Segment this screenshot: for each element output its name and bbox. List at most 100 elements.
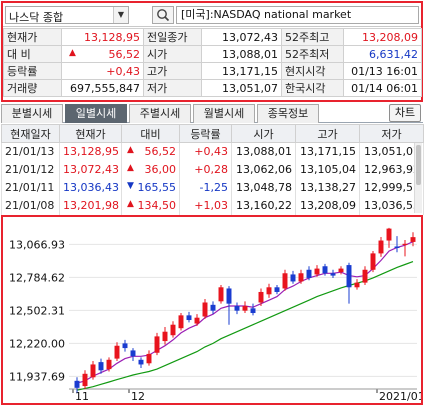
quote-value-text: 13,208,09: [362, 30, 418, 44]
up-arrow-icon: ▲: [127, 163, 134, 173]
table-header-row: 현재일자 현재가 대비 등락률 시가 고가 저가: [1, 124, 424, 143]
cell-rate: +0,43: [179, 142, 232, 161]
quote-value: 697,555,847: [61, 79, 144, 97]
candle-body: [146, 353, 152, 364]
tab-info[interactable]: 종목정보: [257, 104, 319, 123]
quote-value-text: 13,072,43: [222, 30, 278, 44]
candle-body: [242, 306, 248, 311]
quote-label: 현재가: [3, 28, 62, 46]
chart-button[interactable]: 차트: [389, 104, 421, 122]
cell-high: 13,171,15: [295, 142, 360, 161]
candle-body: [82, 373, 88, 387]
candle-body: [74, 380, 80, 388]
candle-body: [394, 246, 400, 249]
candle-body: [138, 359, 144, 365]
quote-value: 13,171,15: [201, 62, 282, 80]
y-tick-label: 12,502.31: [9, 304, 65, 317]
cell-change: ▲ 134,50: [121, 196, 180, 215]
column-header[interactable]: 대비: [121, 124, 180, 143]
candle-body: [362, 269, 368, 283]
y-tick-label: 13,066.93: [9, 238, 65, 251]
cell-high: 13,138,27: [295, 178, 360, 197]
cell-change-value: 36,00: [144, 163, 177, 176]
candle-body: [130, 350, 136, 357]
quote-label: 거래량: [3, 79, 62, 97]
quote-row: 등락률 +0,43 고가 13,171,15 현지시각 01/13 16:01: [3, 62, 422, 80]
column-header[interactable]: 등락률: [179, 124, 232, 143]
tab-daily[interactable]: 일별시세: [65, 104, 127, 123]
quote-value-text: 13,088,01: [222, 47, 278, 61]
candle-body: [210, 304, 216, 311]
tab-monthly[interactable]: 월별시세: [193, 104, 255, 123]
candle-body: [298, 273, 304, 282]
candle-body: [114, 345, 120, 359]
quote-value: 01/14 06:01: [343, 79, 422, 97]
cell-open: 13,048,78: [231, 178, 296, 197]
table-row[interactable]: 21/01/13 13,128,95 ▲ 56,52 +0,43 13,088,01 13,…: [1, 142, 424, 161]
candle-body: [378, 240, 384, 254]
quote-value-text: 697,555,847: [70, 81, 140, 95]
x-tick-label: 2021/01: [379, 390, 421, 403]
tab-minute[interactable]: 분별시세: [1, 104, 63, 123]
quote-value-text: 13,171,15: [222, 64, 278, 78]
table-row[interactable]: 21/01/08 13,201,98 ▲ 134,50 +1,03 13,160,22 13…: [1, 196, 424, 215]
column-header[interactable]: 고가: [295, 124, 360, 143]
column-header[interactable]: 현재일자: [1, 124, 60, 143]
quote-value-text: +0,43: [106, 64, 140, 78]
cell-change: ▲ 36,00: [121, 160, 180, 179]
quote-label: 현지시각: [281, 62, 344, 80]
daily-quotes-table: 현재일자 현재가 대비 등락률 시가 고가 저가 21/01/13 13,128,95 ▲ 56,…: [1, 124, 424, 215]
cell-open: 13,160,22: [231, 196, 296, 215]
cell-rate: +0,28: [179, 160, 232, 179]
candle-body: [402, 243, 408, 245]
cell-rate: -1,25: [179, 178, 232, 197]
cell-date: 21/01/08: [1, 196, 60, 215]
chevron-down-icon[interactable]: ▼: [113, 7, 128, 23]
candle-body: [290, 274, 296, 282]
quote-value: ▲ 56,52: [61, 45, 144, 63]
cell-price: 13,072,43: [59, 160, 122, 179]
candle-body: [178, 315, 184, 329]
candle-body: [314, 268, 320, 275]
x-tick-label: 12: [131, 390, 145, 403]
quote-label: 한국시각: [281, 79, 344, 97]
search-icon: [157, 9, 170, 22]
candlestick-chart: 13,066.93 12,784.62 12,502.31 12,220.00 11,9…: [9, 227, 421, 403]
down-arrow-icon: ▼: [127, 181, 134, 191]
quote-label: 저가: [143, 79, 202, 97]
search-row: 나스닥 종합 ▼ [미국]:NASDAQ national market: [3, 3, 421, 27]
table-row[interactable]: 21/01/12 13,072,43 ▲ 36,00 +0,28 13,062,06 13,…: [1, 160, 424, 179]
quote-value: 6,631,42: [343, 45, 422, 63]
quote-label: 전일종가: [143, 28, 202, 46]
quote-grid: 현재가 13,128,95 전일종가 13,072,43 52주최고 13,208,09 대…: [3, 28, 422, 97]
search-button[interactable]: [152, 6, 174, 24]
candle-body: [258, 291, 264, 303]
chart-panel: 13,066.93 12,784.62 12,502.31 12,220.00 11,9…: [1, 215, 423, 405]
cell-price: 13,201,98: [59, 196, 122, 215]
column-header[interactable]: 현재가: [59, 124, 122, 143]
quote-label: 52주최고: [281, 28, 344, 46]
scrollbar[interactable]: [414, 143, 422, 213]
cell-low: 13,036,55: [359, 196, 424, 215]
column-header[interactable]: 저가: [359, 124, 424, 143]
index-select[interactable]: 나스닥 종합 ▼: [5, 6, 129, 24]
column-header[interactable]: 시가: [231, 124, 296, 143]
cell-open: 13,088,01: [231, 142, 296, 161]
table-row[interactable]: 21/01/11 13,036,43 ▼ 165,55 -1,25 13,048,78 13…: [1, 178, 424, 197]
candle-body: [322, 266, 328, 274]
cell-low: 12,999,51: [359, 178, 424, 197]
cell-change-value: 56,52: [144, 145, 177, 159]
candle-body: [162, 331, 168, 342]
tab-weekly[interactable]: 주별시세: [129, 104, 191, 123]
cell-date: 21/01/12: [1, 160, 60, 179]
candle-body: [122, 343, 128, 349]
quote-value: 01/13 16:01: [343, 62, 422, 80]
cell-change-value: 165,55: [137, 181, 177, 194]
quote-value-text: 01/14 06:01: [351, 81, 418, 95]
candle-body: [226, 288, 232, 304]
candle-body: [90, 364, 96, 378]
candle-body: [266, 287, 272, 295]
candle-body: [186, 315, 192, 321]
quote-value: 13,208,09: [343, 28, 422, 46]
scrollbar-thumb[interactable]: [416, 145, 421, 185]
